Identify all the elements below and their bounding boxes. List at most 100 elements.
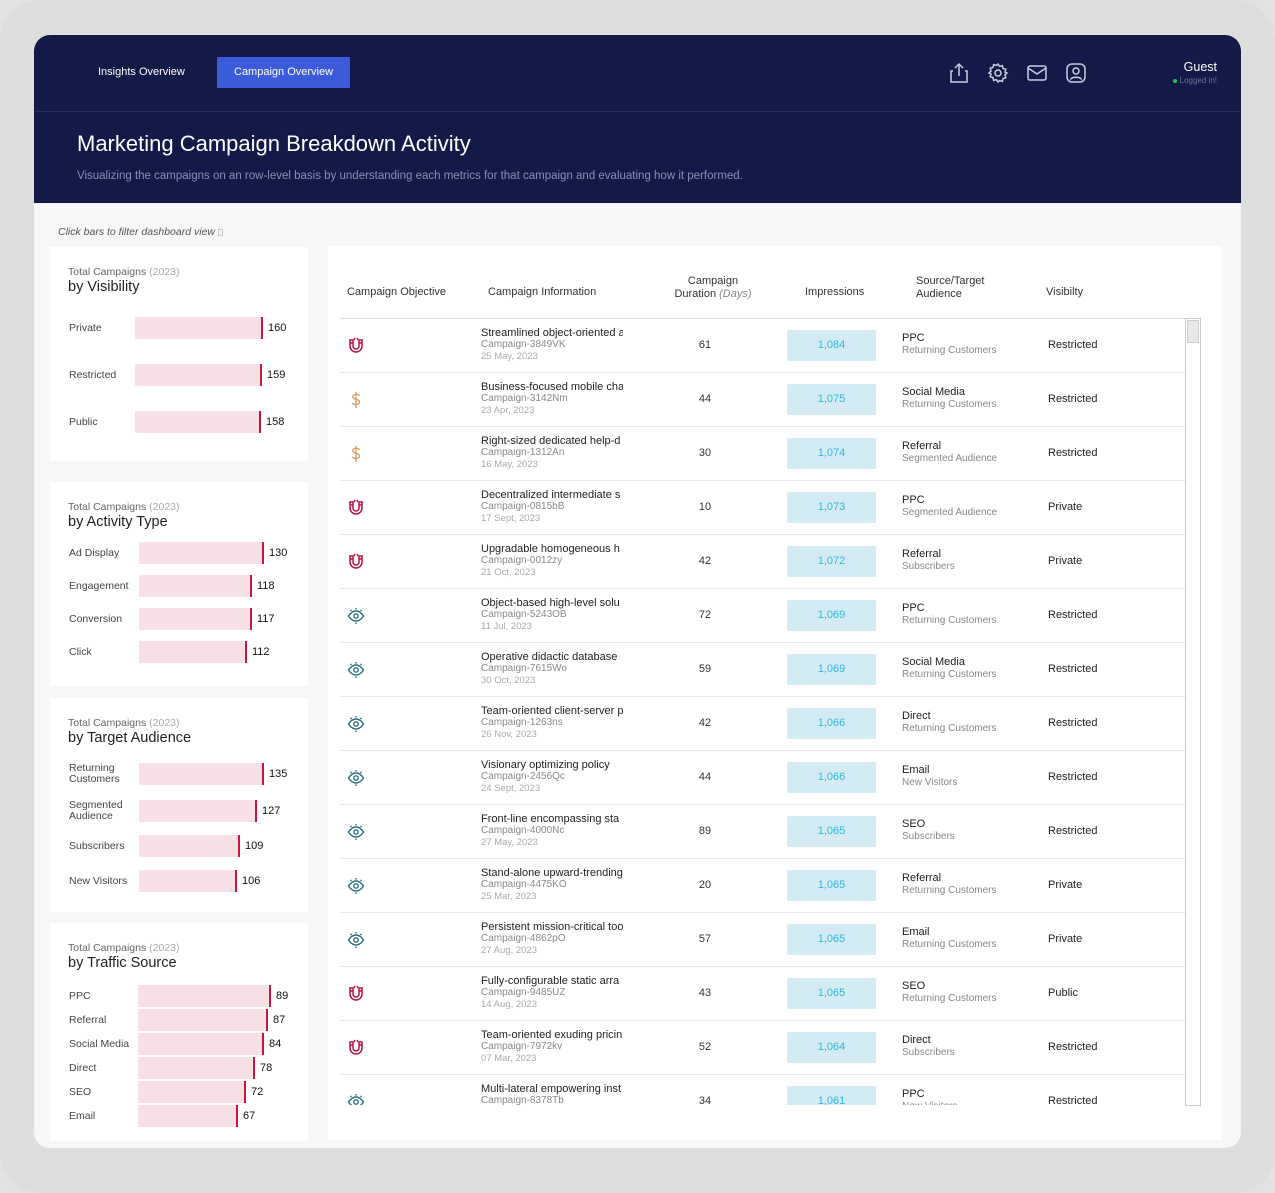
panel-label-year: (2023) <box>149 942 180 954</box>
panel-title: by Visibility <box>68 279 140 295</box>
header-impressions[interactable]: Impressions <box>805 286 865 298</box>
bar-row[interactable]: Social Media 84 <box>69 1033 304 1055</box>
traffic-source: Email <box>902 764 930 776</box>
bar[interactable] <box>139 800 257 822</box>
campaign-date: 24 Sept, 2023 <box>481 783 541 794</box>
bar[interactable] <box>138 1057 255 1079</box>
table-row[interactable]: Persistent mission-critical too Campaign-… <box>340 913 1185 967</box>
bar-row[interactable]: Email 67 <box>69 1105 304 1127</box>
bar-row[interactable]: Segmented Audience 127 <box>69 800 304 822</box>
target-audience: Subscribers <box>902 561 955 572</box>
traffic-source: PPC <box>902 332 925 344</box>
table-row[interactable]: Stand-alone upward-trending Campaign-4475… <box>340 859 1185 913</box>
bar-row[interactable]: PPC 89 <box>69 985 304 1007</box>
target-audience: Returning Customers <box>902 399 997 410</box>
header-objective[interactable]: Campaign Objective <box>347 286 447 298</box>
bar-value: 78 <box>260 1062 273 1074</box>
table-row[interactable]: Object-based high-level solu Campaign-524… <box>340 589 1185 643</box>
bar-row[interactable]: Ad Display 130 <box>69 542 304 564</box>
bar[interactable] <box>135 317 263 339</box>
table-row[interactable]: Team-oriented exuding pricin Campaign-797… <box>340 1021 1185 1075</box>
bar-row[interactable]: Public 158 <box>69 411 304 433</box>
campaign-duration: 59 <box>698 663 712 675</box>
bar[interactable] <box>135 364 262 386</box>
mail-icon[interactable] <box>1025 61 1048 84</box>
campaign-info: Decentralized intermediate s Campaign-081… <box>481 489 623 525</box>
campaign-code: Campaign-1312An <box>481 447 565 458</box>
bar[interactable] <box>139 575 252 597</box>
tab-campaign-overview[interactable]: Campaign Overview <box>217 57 351 88</box>
campaign-date: 25 May, 2023 <box>481 351 538 362</box>
bar[interactable] <box>138 1081 246 1103</box>
bar-row[interactable]: Direct 78 <box>69 1057 304 1079</box>
bar[interactable] <box>139 835 240 857</box>
scrollbar-thumb[interactable] <box>1187 320 1199 343</box>
panel-visibility: Total Campaigns (2023) by Visibility Priva… <box>50 247 308 461</box>
eye-icon <box>347 661 365 679</box>
table-row[interactable]: Streamlined object-oriented a Campaign-38… <box>340 319 1185 373</box>
gear-icon[interactable] <box>986 61 1009 84</box>
bar[interactable] <box>139 870 237 892</box>
table-row[interactable]: Front-line encompassing sta Campaign-4000… <box>340 805 1185 859</box>
table-row[interactable]: Business-focused mobile cha Campaign-3142… <box>340 373 1185 427</box>
campaign-info: Visionary optimizing policy Campaign-2456… <box>481 759 623 795</box>
panel-title: by Traffic Source <box>68 955 177 971</box>
bar-row[interactable]: Engagement 118 <box>69 575 304 597</box>
filter-hint: Click bars to filter dashboard view <box>58 226 223 238</box>
login-status: Logged in! <box>1172 76 1217 85</box>
bar-row[interactable]: Subscribers 109 <box>69 835 304 857</box>
campaign-code: Campaign-4475KO <box>481 879 567 890</box>
header-duration-line2: Duration (Days) <box>668 288 758 301</box>
bar[interactable] <box>139 763 264 785</box>
campaign-code: Campaign-0815bB <box>481 501 565 512</box>
table-row[interactable]: Decentralized intermediate s Campaign-081… <box>340 481 1185 535</box>
bar-row[interactable]: SEO 72 <box>69 1081 304 1103</box>
table-row[interactable]: Fully-configurable static arra Campaign-9… <box>340 967 1185 1021</box>
bar[interactable] <box>138 1105 238 1127</box>
table-row[interactable]: Multi-lateral empowering inst Campaign-83… <box>340 1075 1185 1105</box>
panel-label-text: Total Campaigns <box>68 266 147 278</box>
header-duration[interactable]: Campaign Duration (Days) <box>668 275 758 301</box>
table-row[interactable]: Upgradable homogeneous h Campaign-0012zy 2… <box>340 535 1185 589</box>
bar-row[interactable]: Private 160 <box>69 317 304 339</box>
bar[interactable] <box>135 411 261 433</box>
bar[interactable] <box>139 641 247 663</box>
bar-row[interactable]: Click 112 <box>69 641 304 663</box>
campaign-name: Fully-configurable static arra <box>481 975 620 987</box>
table-row[interactable]: Operative didactic database Campaign-7615… <box>340 643 1185 697</box>
bar-row[interactable]: Conversion 117 <box>69 608 304 630</box>
campaign-info: Upgradable homogeneous h Campaign-0012zy 2… <box>481 543 623 579</box>
table-scrollbar[interactable] <box>1185 318 1201 1106</box>
bar-row[interactable]: New Visitors 106 <box>69 870 304 892</box>
bar-label: Social Media <box>69 1037 130 1050</box>
table-row[interactable]: Visionary optimizing policy Campaign-2456… <box>340 751 1185 805</box>
bar-row[interactable]: Referral 87 <box>69 1009 304 1031</box>
table-row[interactable]: Right-sized dedicated help-d Campaign-131… <box>340 427 1185 481</box>
panel-label: Total Campaigns (2023) <box>68 501 180 513</box>
table-row[interactable]: Team-oriented client-server p Campaign-12… <box>340 697 1185 751</box>
panel-title: by Target Audience <box>68 730 192 746</box>
tab-insights-overview[interactable]: Insights Overview <box>98 66 185 78</box>
header-duration-text: Duration <box>674 288 717 300</box>
traffic-source: Direct <box>902 1034 931 1046</box>
campaign-date: 26 Nov, 2023 <box>481 729 537 740</box>
bar-row[interactable]: Returning Customers 135 <box>69 763 304 785</box>
campaign-duration: 30 <box>698 447 712 459</box>
bar-row[interactable]: Restricted 159 <box>69 364 304 386</box>
bar[interactable] <box>138 985 271 1007</box>
user-info[interactable]: Guest Logged in! <box>1172 60 1217 85</box>
header-information[interactable]: Campaign Information <box>488 286 597 298</box>
header-visibility[interactable]: Visibilty <box>1046 286 1084 298</box>
campaign-duration: 34 <box>698 1095 712 1105</box>
bar[interactable] <box>139 608 252 630</box>
campaign-name: Object-based high-level solu <box>481 597 620 609</box>
info-icon <box>217 228 223 236</box>
share-icon[interactable] <box>947 61 970 84</box>
user-icon[interactable] <box>1064 61 1087 84</box>
bar[interactable] <box>139 542 264 564</box>
campaign-name: Multi-lateral empowering inst <box>481 1083 621 1095</box>
bar[interactable] <box>138 1009 268 1031</box>
header-source[interactable]: Source/Target Audience <box>916 275 984 301</box>
bar[interactable] <box>138 1033 264 1055</box>
bar-label: Ad Display <box>69 546 120 559</box>
